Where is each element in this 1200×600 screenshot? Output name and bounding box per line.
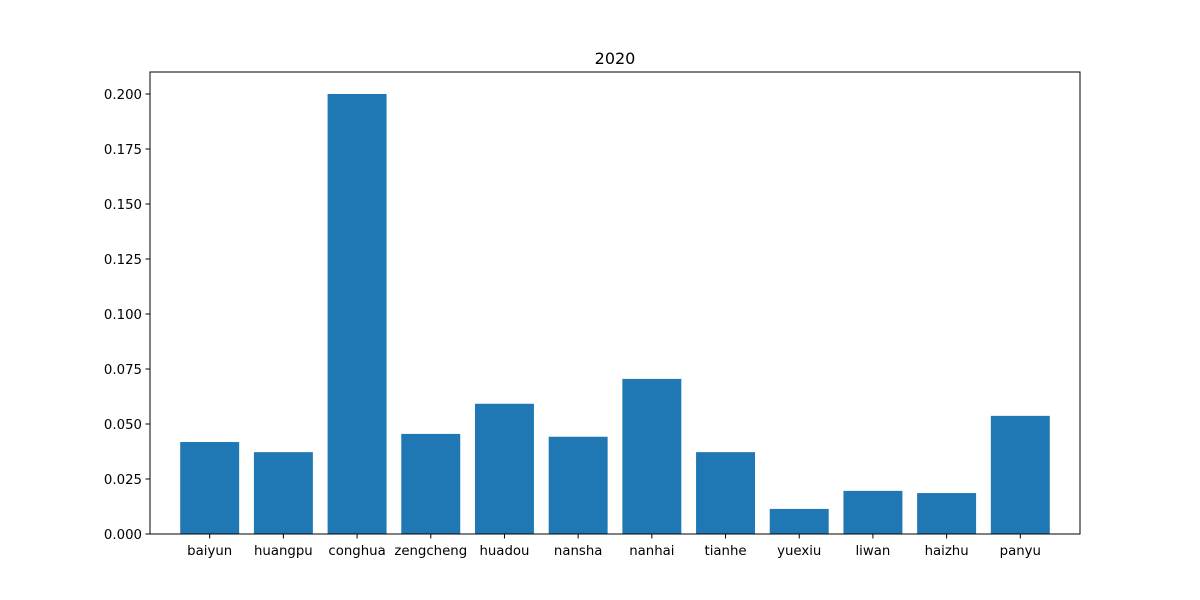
y-tick-label: 0.050 bbox=[104, 418, 142, 433]
x-tick-label-nanhai: nanhai bbox=[629, 544, 674, 559]
x-tick-label-baiyun: baiyun bbox=[187, 544, 232, 559]
y-tick-label: 0.150 bbox=[104, 198, 142, 213]
bar-nanhai bbox=[622, 378, 682, 534]
bar-haizhu bbox=[917, 493, 977, 534]
y-axis: 0.000 0.025 0.050 0.075 0.100 0.125 0.150 0.175… bbox=[104, 88, 150, 543]
bar-yuexiu bbox=[769, 508, 829, 534]
chart-title: 2020 bbox=[595, 49, 636, 68]
bars-layer bbox=[180, 94, 1050, 534]
bar-liwan bbox=[843, 490, 903, 534]
bar-huadou bbox=[474, 403, 534, 534]
y-tick-label: 0.100 bbox=[104, 308, 142, 323]
y-tick-label: 0.175 bbox=[104, 143, 142, 158]
bar-tianhe bbox=[696, 452, 756, 534]
bar-zengcheng bbox=[401, 433, 461, 534]
bar-panyu bbox=[990, 415, 1050, 534]
y-tick-label: 0.000 bbox=[104, 528, 142, 543]
bar-conghua bbox=[327, 94, 387, 534]
x-tick-label-panyu: panyu bbox=[1000, 544, 1041, 559]
x-tick-label-haizhu: haizhu bbox=[925, 544, 969, 559]
x-axis: baiyun huangpu conghua zengcheng huadou nansh… bbox=[187, 534, 1041, 559]
y-tick-label: 0.200 bbox=[104, 88, 142, 103]
y-tick-label: 0.125 bbox=[104, 253, 142, 268]
x-tick-label-yuexiu: yuexiu bbox=[777, 544, 821, 559]
x-tick-label-tianhe: tianhe bbox=[704, 544, 746, 559]
x-tick-label-conghua: conghua bbox=[328, 544, 385, 559]
x-tick-label-huangpu: huangpu bbox=[254, 544, 313, 559]
bar-baiyun bbox=[180, 442, 240, 534]
x-tick-label-nansha: nansha bbox=[554, 544, 603, 559]
bar-nansha bbox=[548, 436, 608, 534]
bar-huangpu bbox=[253, 452, 313, 534]
x-tick-label-zengcheng: zengcheng bbox=[394, 544, 467, 559]
x-tick-label-huadou: huadou bbox=[479, 544, 529, 559]
y-tick-label: 0.075 bbox=[104, 363, 142, 378]
y-tick-label: 0.025 bbox=[104, 473, 142, 488]
plot-frame bbox=[149, 71, 1081, 535]
x-tick-label-liwan: liwan bbox=[855, 544, 890, 559]
